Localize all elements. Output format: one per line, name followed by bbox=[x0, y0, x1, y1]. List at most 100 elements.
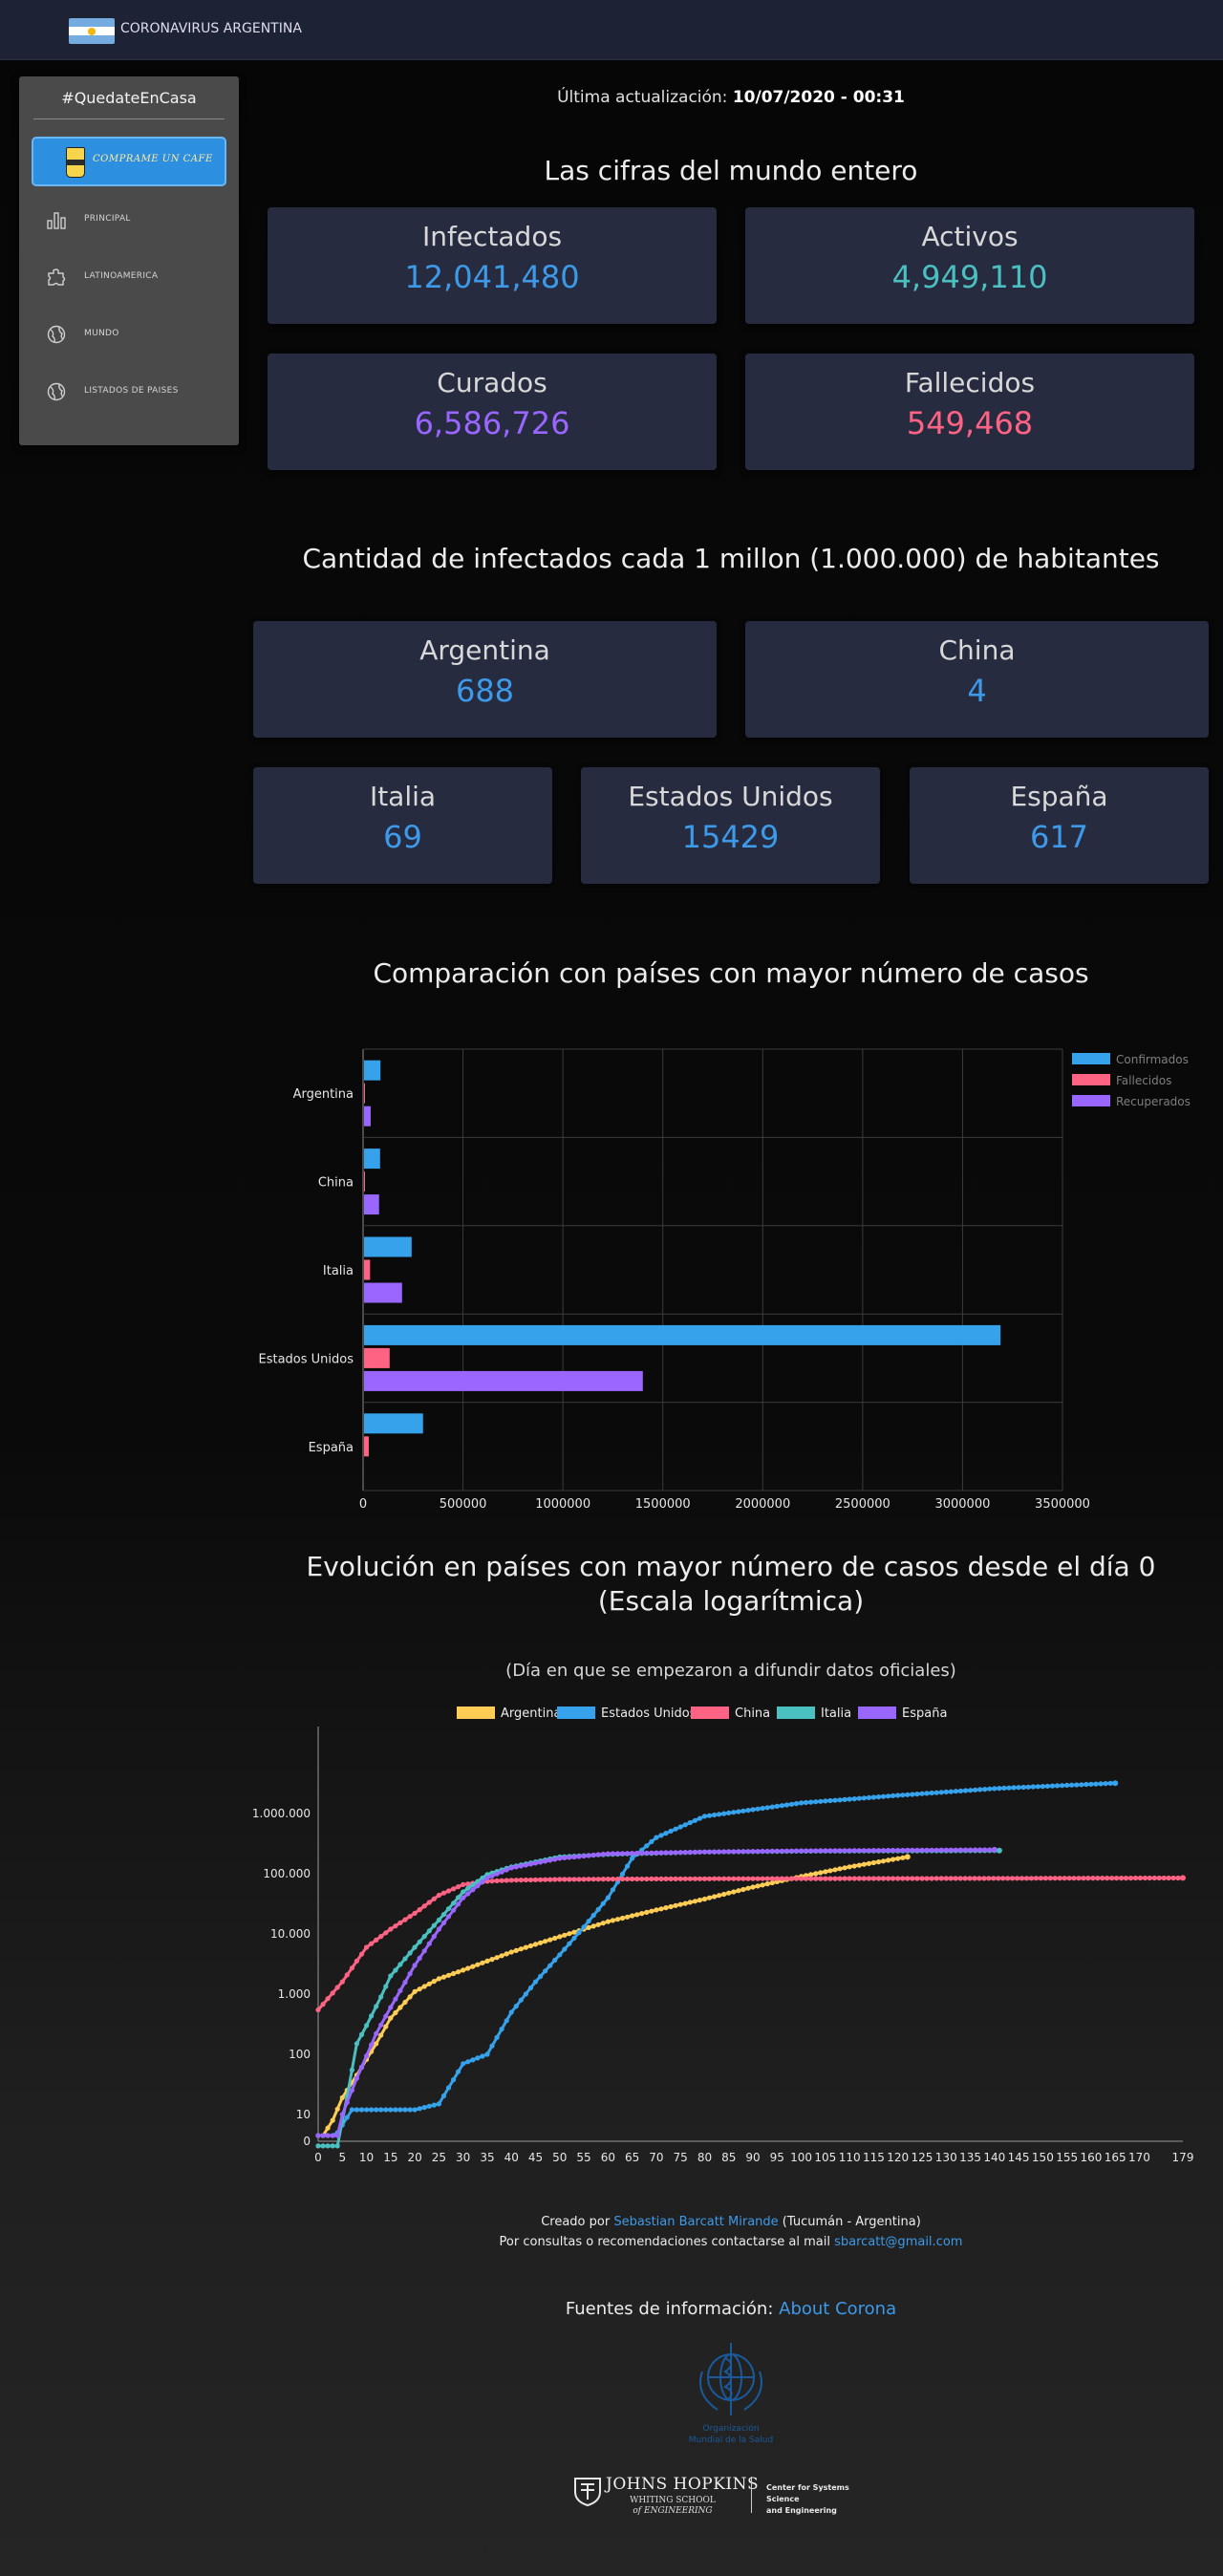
data-point bbox=[590, 1852, 596, 1858]
data-point bbox=[895, 1856, 901, 1861]
data-point bbox=[895, 1792, 901, 1798]
data-point bbox=[736, 1849, 741, 1855]
data-point bbox=[823, 1876, 828, 1881]
data-point bbox=[799, 1876, 805, 1881]
data-point bbox=[374, 2107, 379, 2113]
data-point bbox=[1123, 1876, 1129, 1881]
email-link[interactable]: sbarcatt@gmail.com bbox=[834, 2235, 963, 2249]
data-point bbox=[1001, 1785, 1007, 1791]
data-point bbox=[523, 1991, 528, 1997]
data-point bbox=[412, 1944, 418, 1950]
data-point bbox=[1156, 1875, 1162, 1881]
data-point bbox=[354, 2107, 359, 2113]
data-point bbox=[1033, 1876, 1039, 1881]
data-point bbox=[527, 1985, 534, 1991]
data-point bbox=[914, 1792, 920, 1797]
x-tick-label: 55 bbox=[576, 2151, 590, 2164]
data-point bbox=[692, 1849, 697, 1855]
data-point bbox=[1151, 1875, 1157, 1881]
data-point bbox=[465, 1881, 471, 1887]
sidebar-item-principal[interactable]: PRINCIPAL bbox=[46, 207, 227, 232]
evolution-title-line2: (Escala logarítmica) bbox=[597, 1585, 865, 1617]
world-card-activos: Activos 4,949,110 bbox=[745, 207, 1194, 324]
jhu-logo[interactable]: JOHNS HOPKINS WHITING SCHOOL of ENGINEER… bbox=[569, 2473, 875, 2521]
argentina-flag-icon bbox=[69, 18, 115, 44]
who-logo[interactable]: Organización Mundial de la Salud bbox=[674, 2337, 788, 2450]
data-point bbox=[625, 1876, 631, 1882]
data-point bbox=[933, 1847, 939, 1853]
data-point bbox=[644, 1909, 650, 1915]
x-tick-label: 3000000 bbox=[934, 1497, 990, 1510]
data-point bbox=[870, 1859, 877, 1866]
jhu-center-line2: and Engineering bbox=[766, 2506, 837, 2515]
data-point bbox=[334, 2143, 340, 2149]
data-point bbox=[1011, 1785, 1017, 1791]
data-point bbox=[1074, 1782, 1080, 1788]
data-point bbox=[532, 1877, 539, 1882]
data-point bbox=[402, 1980, 408, 1986]
jhu-center-line1: Center for Systems Science bbox=[766, 2483, 849, 2503]
data-point bbox=[625, 1914, 631, 1920]
sidebar-item-mundo[interactable]: MUNDO bbox=[46, 322, 227, 347]
sidebar-item-listados[interactable]: LISTADOS DE PAISES bbox=[46, 379, 227, 404]
jhu-center: Center for Systems Science and Engineeri… bbox=[766, 2482, 875, 2517]
data-point bbox=[687, 1876, 693, 1881]
data-point bbox=[504, 2018, 509, 2024]
data-point bbox=[440, 2093, 447, 2099]
category-label: Argentina bbox=[293, 1087, 354, 1102]
data-point bbox=[769, 1804, 775, 1810]
data-point bbox=[499, 1869, 504, 1875]
data-point bbox=[571, 1935, 577, 1941]
sidebar-item-latinoamerica[interactable]: LATINOAMERICA bbox=[46, 265, 227, 290]
data-point bbox=[851, 1876, 857, 1881]
data-point bbox=[484, 1875, 490, 1880]
data-point bbox=[760, 1876, 765, 1881]
data-point bbox=[1107, 1780, 1113, 1786]
data-point bbox=[445, 1914, 452, 1920]
data-point bbox=[658, 1876, 664, 1881]
data-point bbox=[461, 2061, 466, 2067]
data-point bbox=[590, 1877, 596, 1882]
x-tick-label: 65 bbox=[625, 2151, 639, 2164]
data-point bbox=[851, 1863, 857, 1869]
data-point bbox=[1180, 1875, 1186, 1881]
buy-coffee-button[interactable]: COMPRAME UN CAFE bbox=[32, 137, 226, 186]
data-point bbox=[658, 1850, 664, 1856]
app-title[interactable]: CORONAVIRUS ARGENTINA bbox=[120, 21, 302, 36]
data-point bbox=[692, 1817, 697, 1823]
data-point bbox=[445, 2085, 452, 2091]
data-point bbox=[451, 2077, 457, 2083]
data-point bbox=[402, 1917, 408, 1922]
evolution-title-line1: Evolución en países con mayor número de … bbox=[306, 1551, 1156, 1582]
data-point bbox=[586, 1877, 591, 1882]
data-point bbox=[586, 1924, 591, 1930]
data-point bbox=[929, 1876, 934, 1881]
data-point bbox=[325, 2125, 331, 2131]
per-million-card-value: 617 bbox=[1029, 819, 1089, 855]
data-point bbox=[349, 2107, 354, 2113]
author-link[interactable]: Sebastian Barcatt Mirande bbox=[613, 2215, 779, 2229]
data-point bbox=[668, 1876, 674, 1881]
data-point bbox=[706, 1849, 713, 1855]
data-point bbox=[726, 1890, 732, 1896]
data-point bbox=[875, 1859, 882, 1865]
data-point bbox=[905, 1792, 911, 1797]
x-tick-label: 160 bbox=[1080, 2151, 1102, 2164]
data-point bbox=[1052, 1876, 1058, 1881]
data-point bbox=[484, 2051, 490, 2057]
sources-link[interactable]: About Corona bbox=[779, 2299, 897, 2319]
data-point bbox=[402, 1956, 408, 1962]
data-point bbox=[388, 1973, 394, 1979]
data-point bbox=[886, 1847, 891, 1854]
x-tick-label: 5 bbox=[338, 2151, 346, 2164]
data-point bbox=[480, 1960, 485, 1965]
data-point bbox=[354, 2075, 359, 2081]
data-point bbox=[818, 1848, 824, 1854]
data-point bbox=[436, 1926, 441, 1932]
sidebar: #QuedateEnCasa COMPRAME UN CAFE PRINCIPA… bbox=[19, 76, 239, 445]
data-point bbox=[513, 1878, 519, 1883]
data-point bbox=[480, 2053, 485, 2059]
data-point bbox=[677, 1901, 683, 1907]
data-point bbox=[697, 1849, 702, 1855]
x-tick-label: 85 bbox=[721, 2151, 736, 2164]
